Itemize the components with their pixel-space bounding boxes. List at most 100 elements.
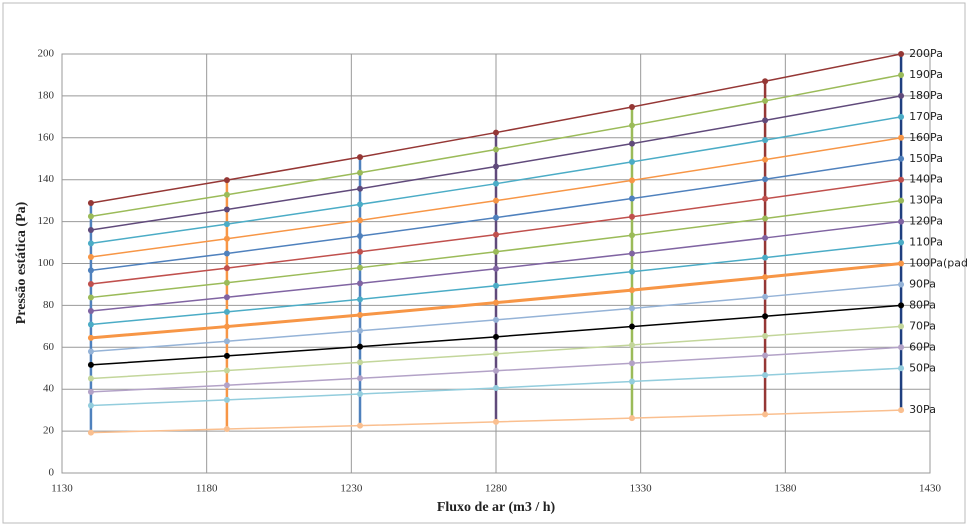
point	[493, 214, 499, 221]
point	[628, 232, 635, 239]
point	[223, 221, 230, 228]
point	[898, 71, 905, 78]
point	[898, 239, 905, 246]
point	[87, 213, 94, 220]
point	[87, 321, 94, 328]
point	[898, 176, 905, 183]
point	[898, 302, 905, 309]
y-axis-title: Pressão estática (Pa)	[14, 201, 29, 324]
point	[762, 195, 769, 202]
series-label: 30Pa	[909, 403, 936, 416]
point	[493, 146, 499, 153]
series-label: 110Pa	[909, 236, 943, 249]
x-tick-label: 1330	[630, 483, 653, 495]
x-tick-label: 1130	[51, 483, 73, 495]
point	[628, 305, 635, 312]
y-tick-label: 140	[38, 173, 55, 185]
point	[762, 156, 769, 163]
series-label: 150Pa	[909, 152, 943, 165]
point	[223, 279, 230, 286]
point	[493, 333, 499, 340]
series-label: 90Pa	[909, 277, 936, 290]
point	[223, 191, 230, 198]
point	[493, 197, 499, 204]
point	[493, 350, 499, 357]
series-label: 50Pa	[909, 361, 936, 374]
point	[762, 411, 769, 418]
point	[493, 282, 499, 289]
y-tick-label: 180	[38, 89, 55, 101]
y-tick-label: 0	[49, 467, 55, 479]
point	[87, 226, 94, 233]
point	[223, 177, 230, 184]
series-label: 140Pa	[909, 173, 943, 186]
y-tick-label: 200	[38, 48, 55, 60]
series-label: 70Pa	[909, 319, 936, 332]
x-tick-label: 1180	[196, 483, 218, 495]
point	[628, 341, 635, 348]
point	[223, 308, 230, 315]
point	[762, 176, 769, 183]
point	[762, 313, 769, 320]
y-tick-label: 80	[43, 299, 55, 311]
point	[493, 180, 499, 187]
point	[223, 323, 230, 330]
series-label: 100Pa(padrão)	[909, 257, 968, 270]
point	[357, 375, 364, 382]
point	[357, 154, 364, 161]
point	[898, 113, 905, 120]
point	[628, 378, 635, 385]
point	[493, 129, 499, 136]
point	[493, 265, 499, 272]
point	[898, 260, 905, 267]
series-label: 170Pa	[909, 110, 943, 123]
point	[87, 308, 94, 315]
point	[628, 268, 635, 275]
point	[87, 348, 94, 355]
point	[628, 360, 635, 367]
point	[762, 97, 769, 104]
point	[628, 415, 635, 422]
point	[357, 391, 364, 398]
point	[628, 104, 635, 111]
series-label: 130Pa	[909, 194, 943, 207]
point	[493, 418, 499, 425]
y-tick-label: 120	[38, 215, 55, 227]
point	[357, 280, 364, 287]
y-tick-label: 60	[43, 341, 55, 353]
y-tick-label: 40	[43, 383, 55, 395]
point	[357, 201, 364, 208]
point	[898, 281, 905, 288]
point	[223, 382, 230, 389]
point	[87, 429, 94, 436]
point	[628, 323, 635, 330]
series-label: 200Pa	[909, 47, 943, 60]
x-tick-label: 1380	[774, 483, 797, 495]
point	[223, 367, 230, 374]
point	[223, 206, 230, 213]
point	[223, 426, 230, 433]
point	[87, 334, 94, 341]
point	[493, 384, 499, 391]
point	[357, 312, 364, 319]
point	[762, 254, 769, 261]
point	[762, 215, 769, 222]
series-label: 160Pa	[909, 131, 943, 144]
point	[493, 231, 499, 238]
y-tick-label: 160	[38, 131, 55, 143]
point	[87, 402, 94, 409]
x-axis-title: Fluxo de ar (m3 / h)	[437, 500, 556, 515]
point	[762, 137, 769, 144]
point	[87, 361, 94, 368]
series-label: 60Pa	[909, 340, 936, 353]
point	[357, 359, 364, 366]
point	[493, 367, 499, 374]
point	[357, 169, 364, 176]
point	[357, 296, 364, 303]
point	[628, 177, 635, 184]
point	[87, 267, 94, 274]
point	[762, 372, 769, 379]
point	[762, 117, 769, 124]
point	[223, 250, 230, 257]
